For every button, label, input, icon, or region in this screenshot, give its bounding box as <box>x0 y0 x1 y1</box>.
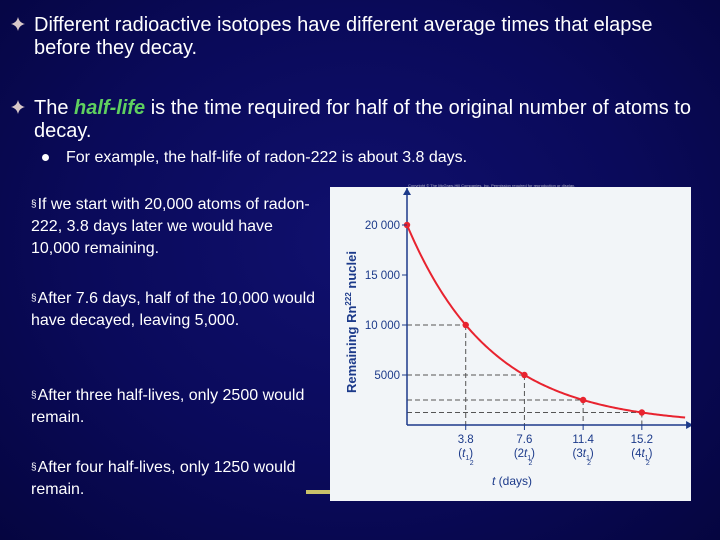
x-tick-labels: 3.8(t1)27.6(2t1)211.4(3t1)215.2(4t1)2 <box>458 425 653 467</box>
x-axis-label: t (days) <box>492 474 532 488</box>
x-tick-label: 11.4 <box>572 434 594 446</box>
half-life-fraction-denominator: 2 <box>646 460 650 467</box>
half-life-close: ) <box>590 448 594 460</box>
paragraph-text: After four half-lives, only 1250 would r… <box>31 459 296 498</box>
x-tick-label: 15.2 <box>631 434 653 446</box>
y-axis-arrow-icon <box>403 188 411 195</box>
x-tick-half-life-label: (4t1) <box>631 448 652 462</box>
paragraph-marker: § <box>31 199 37 210</box>
x-tick-label: 3.8 <box>458 434 474 446</box>
half-life-coef: ( <box>458 448 462 460</box>
sub-bullet-text: For example, the half-life of radon-222 … <box>66 149 468 166</box>
data-point <box>638 409 646 416</box>
y-tick-labels: 20 000 15 000 10 000 5000 <box>365 220 407 382</box>
half-life-subscript: 1 <box>527 455 531 462</box>
data-point <box>579 396 587 404</box>
bullet-text-before: The <box>34 97 75 119</box>
half-life-fraction-denominator: 2 <box>470 460 474 467</box>
half-life-term: half-life <box>74 97 146 119</box>
y-tick-label: 20 000 <box>365 220 400 232</box>
x-label-variable: t <box>492 474 496 488</box>
decorative-line <box>306 490 330 494</box>
data-points <box>403 221 646 416</box>
chart-background <box>330 187 691 501</box>
half-life-coef: (2 <box>514 448 524 460</box>
half-life-subscript: 1 <box>586 455 590 462</box>
paragraph-marker: § <box>31 462 37 473</box>
half-life-coef: (3 <box>573 448 583 460</box>
dot-bullet-icon <box>42 154 49 161</box>
half-life-variable: t <box>462 448 466 460</box>
copyright-notice: Copyright © The McGraw-Hill Companies, I… <box>408 183 575 188</box>
y-tick-label: 10 000 <box>365 320 400 332</box>
half-life-subscript: 1 <box>465 455 469 462</box>
half-life-fraction-denominator: 2 <box>528 460 532 467</box>
y-tick-label: 15 000 <box>365 270 400 282</box>
bullet-text: Different radioactive isotopes have diff… <box>34 14 653 59</box>
x-tick-half-life-label: (3t1) <box>573 448 594 462</box>
half-life-coef: (4 <box>631 448 642 460</box>
y-tick-label: 5000 <box>374 370 400 382</box>
paragraph-four-half-lives: §After four half-lives, only 1250 would … <box>31 457 321 501</box>
paragraph-text: After three half-lives, only 2500 would … <box>31 387 305 426</box>
y-axis-label: Remaining Rn222 nuclei <box>344 251 359 393</box>
half-life-close: ) <box>469 448 473 460</box>
paragraph-marker: § <box>31 390 37 401</box>
diamond-bullet-icon <box>11 100 25 114</box>
half-life-subscript: 1 <box>645 455 649 462</box>
x-tick-label: 7.6 <box>516 434 532 446</box>
paragraph-marker: § <box>31 293 37 304</box>
paragraph-after-7-6-days: §After 7.6 days, half of the 10,000 woul… <box>31 288 321 332</box>
diamond-bullet-icon <box>11 17 25 31</box>
paragraph-three-half-lives: §After three half-lives, only 2500 would… <box>31 385 321 429</box>
x-tick-half-life-label: (t1) <box>458 448 473 462</box>
half-life-fraction-denominator: 2 <box>587 460 591 467</box>
half-life-variable: t <box>524 448 528 460</box>
paragraph-text: If we start with 20,000 atoms of radon-2… <box>31 196 310 257</box>
data-point <box>462 321 469 329</box>
y-label-prefix: Remaining Rn <box>344 306 359 393</box>
x-axis-arrow-icon <box>686 421 691 429</box>
x-tick-half-life-label: (2t1) <box>514 448 535 462</box>
half-life-variable: t <box>583 448 587 460</box>
x-label-units: (days) <box>495 474 532 488</box>
y-label-superscript: 222 <box>344 292 353 306</box>
half-life-close: ) <box>531 448 535 460</box>
y-label-suffix: nuclei <box>344 251 359 292</box>
bullet-text: The half-life is the time required for h… <box>34 97 714 143</box>
half-life-close: ) <box>649 448 653 460</box>
bullet-text-after: is the time required for half of the ori… <box>34 97 691 142</box>
half-life-variable: t <box>641 448 645 460</box>
paragraph-text: After 7.6 days, half of the 10,000 would… <box>31 290 316 329</box>
paragraph-start-20000: §If we start with 20,000 atoms of radon-… <box>31 194 321 260</box>
data-point <box>521 371 528 379</box>
